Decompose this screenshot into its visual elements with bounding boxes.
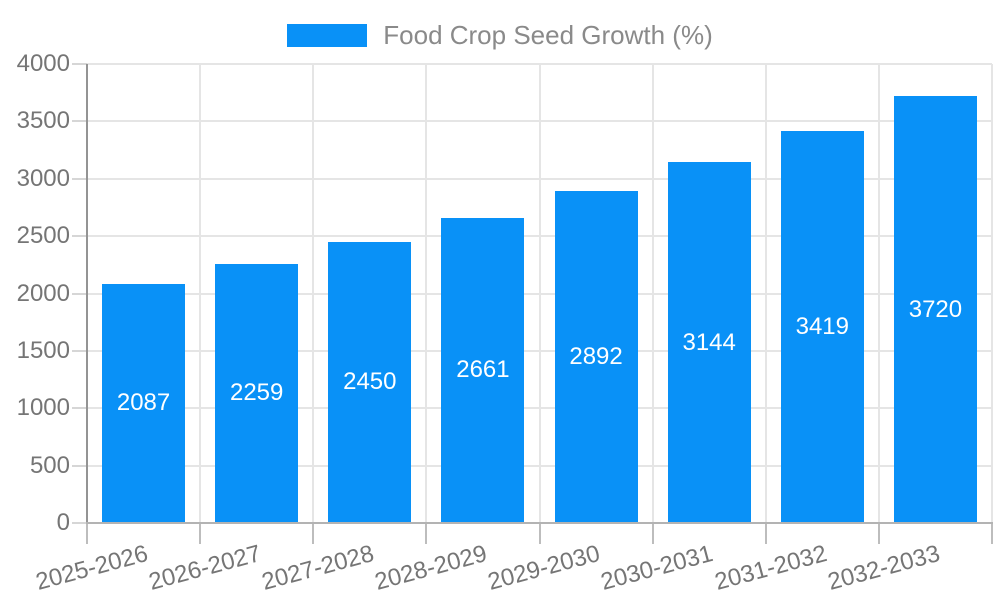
grid-line-vertical bbox=[877, 64, 880, 523]
grid-line-vertical bbox=[991, 64, 993, 523]
x-axis-tick bbox=[425, 523, 428, 544]
y-axis-tick bbox=[72, 349, 87, 352]
x-axis-label: 2025-2026 bbox=[32, 540, 151, 596]
x-axis-label: 2029-2030 bbox=[485, 540, 604, 596]
x-axis-label: 2031-2032 bbox=[711, 540, 830, 596]
y-axis-label: 0 bbox=[56, 509, 70, 536]
bar[interactable] bbox=[554, 191, 638, 523]
legend-item[interactable]: Food Crop Seed Growth (%) bbox=[287, 20, 713, 51]
x-axis-label: 2028-2029 bbox=[372, 540, 490, 596]
x-axis-tick bbox=[312, 523, 315, 544]
x-axis-tick bbox=[651, 523, 654, 544]
grid-line-vertical bbox=[199, 64, 202, 523]
bar[interactable] bbox=[780, 130, 864, 523]
legend-swatch-icon bbox=[287, 24, 368, 47]
bar[interactable] bbox=[328, 241, 412, 523]
bar-value-label: 2087 bbox=[116, 389, 171, 417]
y-axis-label: 1000 bbox=[16, 394, 70, 422]
y-axis-tick bbox=[72, 235, 87, 238]
y-axis-tick bbox=[72, 522, 87, 524]
bar[interactable] bbox=[667, 162, 751, 523]
bar-value-label: 3720 bbox=[908, 295, 963, 323]
bar-value-label: 2259 bbox=[229, 379, 284, 407]
y-axis-label: 500 bbox=[29, 451, 70, 479]
x-axis-tick bbox=[991, 523, 993, 544]
y-axis-tick bbox=[72, 407, 87, 410]
y-axis-label: 3500 bbox=[16, 107, 70, 135]
y-axis-label: 4000 bbox=[16, 50, 70, 77]
x-axis-tick bbox=[764, 523, 767, 544]
grid-line-vertical bbox=[312, 64, 315, 523]
bar[interactable] bbox=[215, 263, 299, 523]
x-axis-tick bbox=[86, 523, 88, 544]
y-axis-tick bbox=[72, 177, 87, 180]
y-axis-line bbox=[86, 64, 88, 524]
y-axis-label: 1500 bbox=[16, 336, 70, 364]
y-axis-tick bbox=[72, 292, 87, 295]
x-axis-tick bbox=[538, 523, 541, 544]
x-axis-tick bbox=[199, 523, 202, 544]
x-axis-label: 2026-2027 bbox=[145, 540, 264, 596]
bar-value-label: 3419 bbox=[795, 312, 849, 340]
bar-value-label: 3144 bbox=[682, 328, 736, 356]
x-axis-label: 2027-2028 bbox=[258, 540, 377, 596]
chart-legend: Food Crop Seed Growth (%) bbox=[0, 20, 1000, 51]
bar-value-label: 2450 bbox=[343, 368, 397, 396]
y-axis-tick bbox=[72, 120, 87, 123]
bar[interactable] bbox=[441, 217, 525, 523]
y-axis-tick bbox=[72, 63, 87, 65]
y-axis-label: 3000 bbox=[16, 164, 70, 192]
y-axis-label: 2000 bbox=[16, 279, 70, 307]
grid-line-vertical bbox=[764, 64, 767, 523]
y-axis-tick bbox=[72, 464, 87, 467]
bar[interactable] bbox=[102, 283, 186, 523]
x-axis-label: 2030-2031 bbox=[598, 540, 717, 596]
x-axis-label: 2032-2033 bbox=[824, 540, 943, 596]
grid-line-vertical bbox=[651, 64, 654, 523]
bar-value-label: 2892 bbox=[569, 343, 623, 371]
x-axis-tick bbox=[877, 523, 880, 544]
x-axis-line bbox=[86, 522, 993, 524]
grid-line-vertical bbox=[538, 64, 541, 523]
legend-label: Food Crop Seed Growth (%) bbox=[383, 20, 713, 50]
bar[interactable] bbox=[893, 96, 977, 523]
grid-line-vertical bbox=[425, 64, 428, 523]
bar-value-label: 2661 bbox=[456, 356, 510, 384]
y-axis-label: 2500 bbox=[16, 222, 70, 250]
